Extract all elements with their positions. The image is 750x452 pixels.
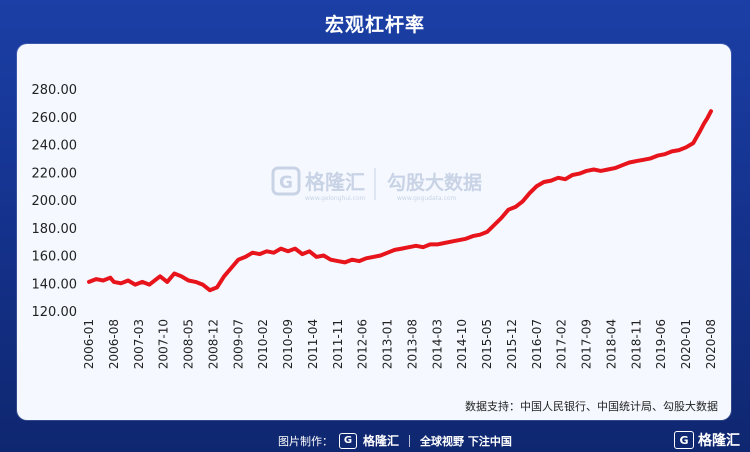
page-title: 宏观杠杆率 <box>324 14 425 36</box>
x-tick-label: 2017-09 <box>580 319 594 369</box>
x-tick-label: 2013-08 <box>405 319 419 369</box>
x-tick-label: 2018-04 <box>604 319 618 369</box>
x-tick-label: 2017-02 <box>555 319 569 369</box>
footer-credit: 图片制作： G 格隆汇 全球视野 下注中国 <box>278 432 512 449</box>
line-chart: G 格隆汇 www.gelonghui.com 勾股大数据 www.goguda… <box>32 83 719 369</box>
watermark-product: 勾股大数据 <box>387 171 482 194</box>
x-tick-label: 2008-05 <box>182 319 196 369</box>
x-tick-label: 2013-01 <box>381 319 395 369</box>
watermark: G 格隆汇 www.gelonghui.com 勾股大数据 www.goguda… <box>271 166 482 202</box>
x-tick-label: 2006-01 <box>82 319 96 369</box>
x-axis: 2006-01 2006-08 2007-03 2007-10 2008-05 2008-… <box>82 319 718 369</box>
x-tick-label: 2020-01 <box>679 319 693 369</box>
x-tick-label: 2014-03 <box>430 319 444 369</box>
corner-logo-icon: G <box>674 431 694 449</box>
x-tick-label: 2020-08 <box>704 319 718 369</box>
footer-slogan: 全球视野 下注中国 <box>420 434 512 448</box>
y-tick-label: 180.00 <box>32 222 78 237</box>
y-tick-label: 160.00 <box>32 250 78 265</box>
brand-logo-icon: G <box>339 432 357 449</box>
y-tick-label: 120.00 <box>32 305 78 320</box>
x-tick-label: 2015-12 <box>505 319 519 369</box>
x-tick-label: 2018-11 <box>629 319 643 369</box>
series-group <box>87 109 713 293</box>
y-tick-label: 140.00 <box>32 277 78 292</box>
made-by-label: 图片制作： <box>278 434 333 448</box>
watermark-logo-letter: G <box>279 173 293 193</box>
x-tick-label: 2019-06 <box>654 319 668 369</box>
watermark-brand-sub: www.gelonghui.com <box>305 195 366 202</box>
footer: 图片制作： G 格隆汇 全球视野 下注中国 G 格隆汇 <box>0 428 750 452</box>
x-tick-label: 2006-08 <box>107 319 121 369</box>
footer-brand: 格隆汇 <box>363 434 400 448</box>
x-tick-label: 2011-04 <box>306 319 320 369</box>
y-tick-label: 240.00 <box>32 139 78 154</box>
corner-brand: 格隆汇 <box>698 433 740 449</box>
data-source: 数据支持：中国人民银行、中国统计局、勾股大数据 <box>465 400 718 413</box>
y-tick-label: 260.00 <box>32 111 78 126</box>
footer-corner-logo: G 格隆汇 <box>674 430 740 450</box>
y-axis: 120.00 140.00 160.00 180.00 200.00 220.00 240.… <box>32 83 78 320</box>
watermark-product-sub: www.gogudata.com <box>397 195 457 202</box>
series-line <box>87 109 713 293</box>
watermark-logo-icon <box>271 166 301 196</box>
x-tick-label: 2015-05 <box>480 319 494 369</box>
x-tick-label: 2008-12 <box>206 319 220 369</box>
y-tick-label: 280.00 <box>32 83 78 98</box>
y-tick-label: 200.00 <box>32 194 78 209</box>
x-tick-label: 2014-10 <box>455 319 469 369</box>
x-tick-label: 2007-10 <box>157 319 171 369</box>
x-tick-label: 2016-07 <box>530 319 544 369</box>
y-tick-label: 220.00 <box>32 166 78 181</box>
chart-panel: G 格隆汇 www.gelonghui.com 勾股大数据 www.goguda… <box>17 44 731 420</box>
x-tick-label: 2010-02 <box>256 319 270 369</box>
x-tick-label: 2011-11 <box>331 319 345 369</box>
x-tick-label: 2007-03 <box>132 319 146 369</box>
footer-divider <box>409 434 411 447</box>
x-tick-label: 2009-07 <box>231 319 245 369</box>
x-tick-label: 2010-09 <box>281 319 295 369</box>
watermark-brand: 格隆汇 <box>305 170 365 194</box>
x-tick-label: 2012-06 <box>356 319 370 369</box>
